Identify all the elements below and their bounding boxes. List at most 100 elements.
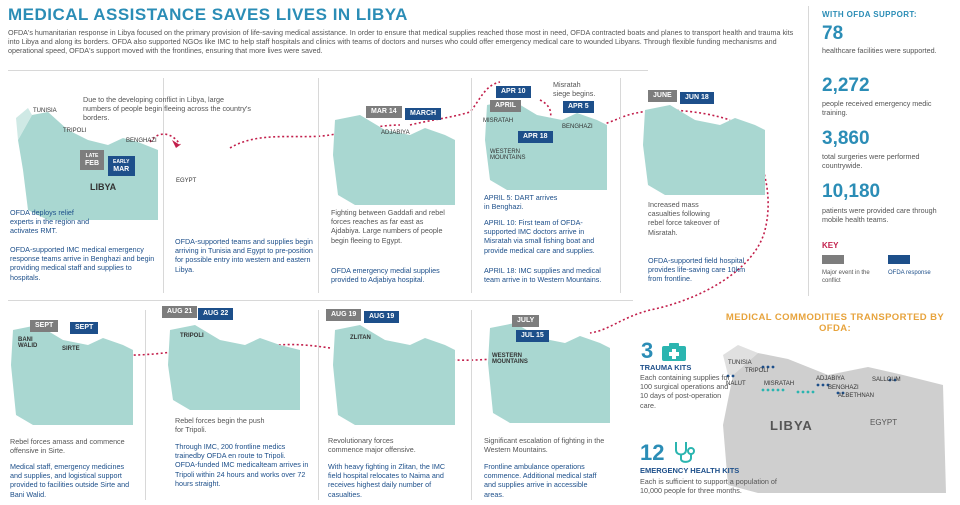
ofda-flag-apr5: APR 5 xyxy=(563,101,594,113)
ofda-flag-apr10: APR 10 xyxy=(496,86,531,98)
stethoscope-icon xyxy=(675,442,695,463)
stat-number: 10,180 xyxy=(822,181,881,202)
stat-number: 2,272 xyxy=(822,75,870,96)
event-flag-aug21: AUG 21 xyxy=(162,306,198,318)
map-label-misratah: MISRATAH xyxy=(764,381,795,387)
panel5-text-ofda: Medical staff, emergency medicines and s… xyxy=(10,462,130,499)
libya-map xyxy=(485,100,607,190)
sidebar-header: WITH OFDA SUPPORT: xyxy=(822,10,917,19)
stats-sidebar: WITH OFDA SUPPORT: 78 healthcare facilit… xyxy=(808,0,960,505)
divider xyxy=(145,310,146,500)
map-label-western-mountains: WESTERN MOUNTAINS xyxy=(492,353,528,365)
trauma-kit-title: TRAUMA KITS xyxy=(640,363,692,372)
panel2-text-ofda: OFDA emergency medial supplies provided … xyxy=(331,266,440,285)
key-blue-swatch xyxy=(888,255,910,264)
divider xyxy=(318,78,319,293)
panel3-text-apr10: APRIL 10: First team of OFDA-supported I… xyxy=(484,218,595,255)
panel4-text-ofda: OFDA-supported field hospital provides l… xyxy=(648,256,746,284)
middle-divider xyxy=(8,300,633,301)
health-kit-title: EMERGENCY HEALTH KITS xyxy=(640,466,740,475)
map-label-adjabiya: ADJABIYA xyxy=(381,130,410,136)
stat-text: healthcare facilities were supported. xyxy=(822,46,937,55)
map-label-zlitan: ZLITAN xyxy=(350,335,371,341)
flag-line: EARLY xyxy=(113,159,130,165)
stat-number: 3,860 xyxy=(822,128,870,149)
health-kit-text: Each is sufficient to support a populati… xyxy=(640,477,777,496)
map-label-egypt: EGYPT xyxy=(176,178,197,184)
panel6-text-event: Rebel forces begin the push for Tripoli. xyxy=(175,416,265,435)
stat-text: people received emergency medic training… xyxy=(822,99,932,117)
ofda-flag-early-mar: EARLY MAR xyxy=(108,156,135,176)
event-flag-late-feb: LATE FEB xyxy=(80,150,104,170)
key-gray-label: Major event in the conflict xyxy=(822,270,870,284)
panel1-text-prepos: OFDA-supported teams and supplies begin … xyxy=(175,237,313,274)
divider xyxy=(318,310,319,500)
ofda-flag-aug19: AUG 19 xyxy=(364,311,400,323)
map-label-tripoli: TRIPOLI xyxy=(745,368,769,374)
panel3-note: Misratah siege begins. xyxy=(553,80,596,99)
panel1-text-imc: OFDA-supported IMC medical emergency res… xyxy=(10,245,155,282)
commodities-map xyxy=(723,345,946,493)
ofda-flag-jul15: JUL 15 xyxy=(516,330,549,342)
panel8-text-event: Significant escalation of fighting in th… xyxy=(484,436,605,455)
intro-text: OFDA's humanitarian response in Libya fo… xyxy=(8,28,794,56)
panel1-text-rmt: OFDA deploys relief experts in the regio… xyxy=(10,208,90,236)
panel6-text-ofda: Through IMC, 200 frontline medics traine… xyxy=(175,442,309,488)
flag-line: FEB xyxy=(85,160,99,167)
map-label-bani-walid: BANI WALID xyxy=(18,337,38,349)
route-arrow xyxy=(172,140,180,148)
stat-number: 78 xyxy=(822,23,844,44)
map-label-sirte: SIRTE xyxy=(62,346,80,352)
libya-map xyxy=(333,325,455,425)
key-blue-label: OFDA response xyxy=(888,270,931,276)
map-label-salloum: SALLOUM xyxy=(872,377,901,383)
libya-map xyxy=(643,105,765,195)
map-label-tunisia: TUNISIA xyxy=(728,360,752,366)
panel3-text-apr18: APRIL 18: IMC supplies and medical team … xyxy=(484,266,602,285)
flag-line: MAR xyxy=(113,166,130,173)
event-flag-aug19: AUG 19 xyxy=(326,309,362,321)
map-label-tunisia: TUNISIA xyxy=(33,108,57,114)
panel7-text-ofda: With heavy fighting in Zlitan, the IMC f… xyxy=(328,462,446,499)
divider xyxy=(620,78,621,293)
libya-map xyxy=(168,325,300,410)
trauma-kit-icon xyxy=(662,343,686,361)
event-flag-june: JUNE xyxy=(648,90,677,102)
divider xyxy=(471,310,472,500)
event-flag-april: APRIL xyxy=(490,100,521,112)
panel5-text-event: Rebel forces amass and commence offensiv… xyxy=(10,437,125,456)
libya-map xyxy=(333,115,455,205)
event-flag-july: JULY xyxy=(512,315,540,327)
page-title: MEDICAL ASSISTANCE SAVES LIVES IN LIBYA xyxy=(8,5,408,24)
trauma-kit-count: 3 xyxy=(641,338,654,363)
route-segment xyxy=(589,124,769,334)
ofda-flag-sept: SEPT xyxy=(70,322,99,334)
map-label-benghazi: BENGHAZI xyxy=(562,124,593,130)
divider xyxy=(471,78,472,293)
map-label-albethnan: ALBETHNAN xyxy=(838,393,875,399)
flag-line: LATE xyxy=(85,153,99,159)
ofda-flag-march: MARCH xyxy=(405,108,442,120)
map-label-tripoli: TRIPOLI xyxy=(63,128,87,134)
panel2-text-event: Fighting between Gaddafi and rebel force… xyxy=(331,208,445,245)
event-flag-mar14: MAR 14 xyxy=(366,106,402,118)
route-segment xyxy=(229,124,401,149)
stat-text: total surgeries were performed countrywi… xyxy=(822,152,920,170)
key-gray-swatch xyxy=(822,255,844,264)
key-title: KEY xyxy=(822,241,839,250)
panel-late-feb: TUNISIA TRIPOLI BENGHAZI EGYPT LIBYA LAT… xyxy=(8,78,196,293)
map-label-libya: LIBYA xyxy=(770,418,813,433)
ofda-flag-jun18: JUN 18 xyxy=(680,92,714,104)
libya-map xyxy=(11,325,133,425)
map-label-benghazi: BENGHAZI xyxy=(126,138,157,144)
route-segment xyxy=(149,133,181,146)
ofda-flag-aug22: AUG 22 xyxy=(198,308,234,320)
map-label-libya: LIBYA xyxy=(90,182,117,192)
panel7-text-event: Revolutionary forces commence major offe… xyxy=(328,436,416,455)
top-divider xyxy=(8,70,648,71)
event-flag-sept: SEPT xyxy=(30,320,59,332)
sidebar-divider xyxy=(808,6,809,296)
map-label-tripoli: TRIPOLI xyxy=(180,333,204,339)
panel8-text-ofda: Frontline ambulance operations commence.… xyxy=(484,462,597,499)
panel4-text-event: Increased mass casualties following rebe… xyxy=(648,200,720,237)
